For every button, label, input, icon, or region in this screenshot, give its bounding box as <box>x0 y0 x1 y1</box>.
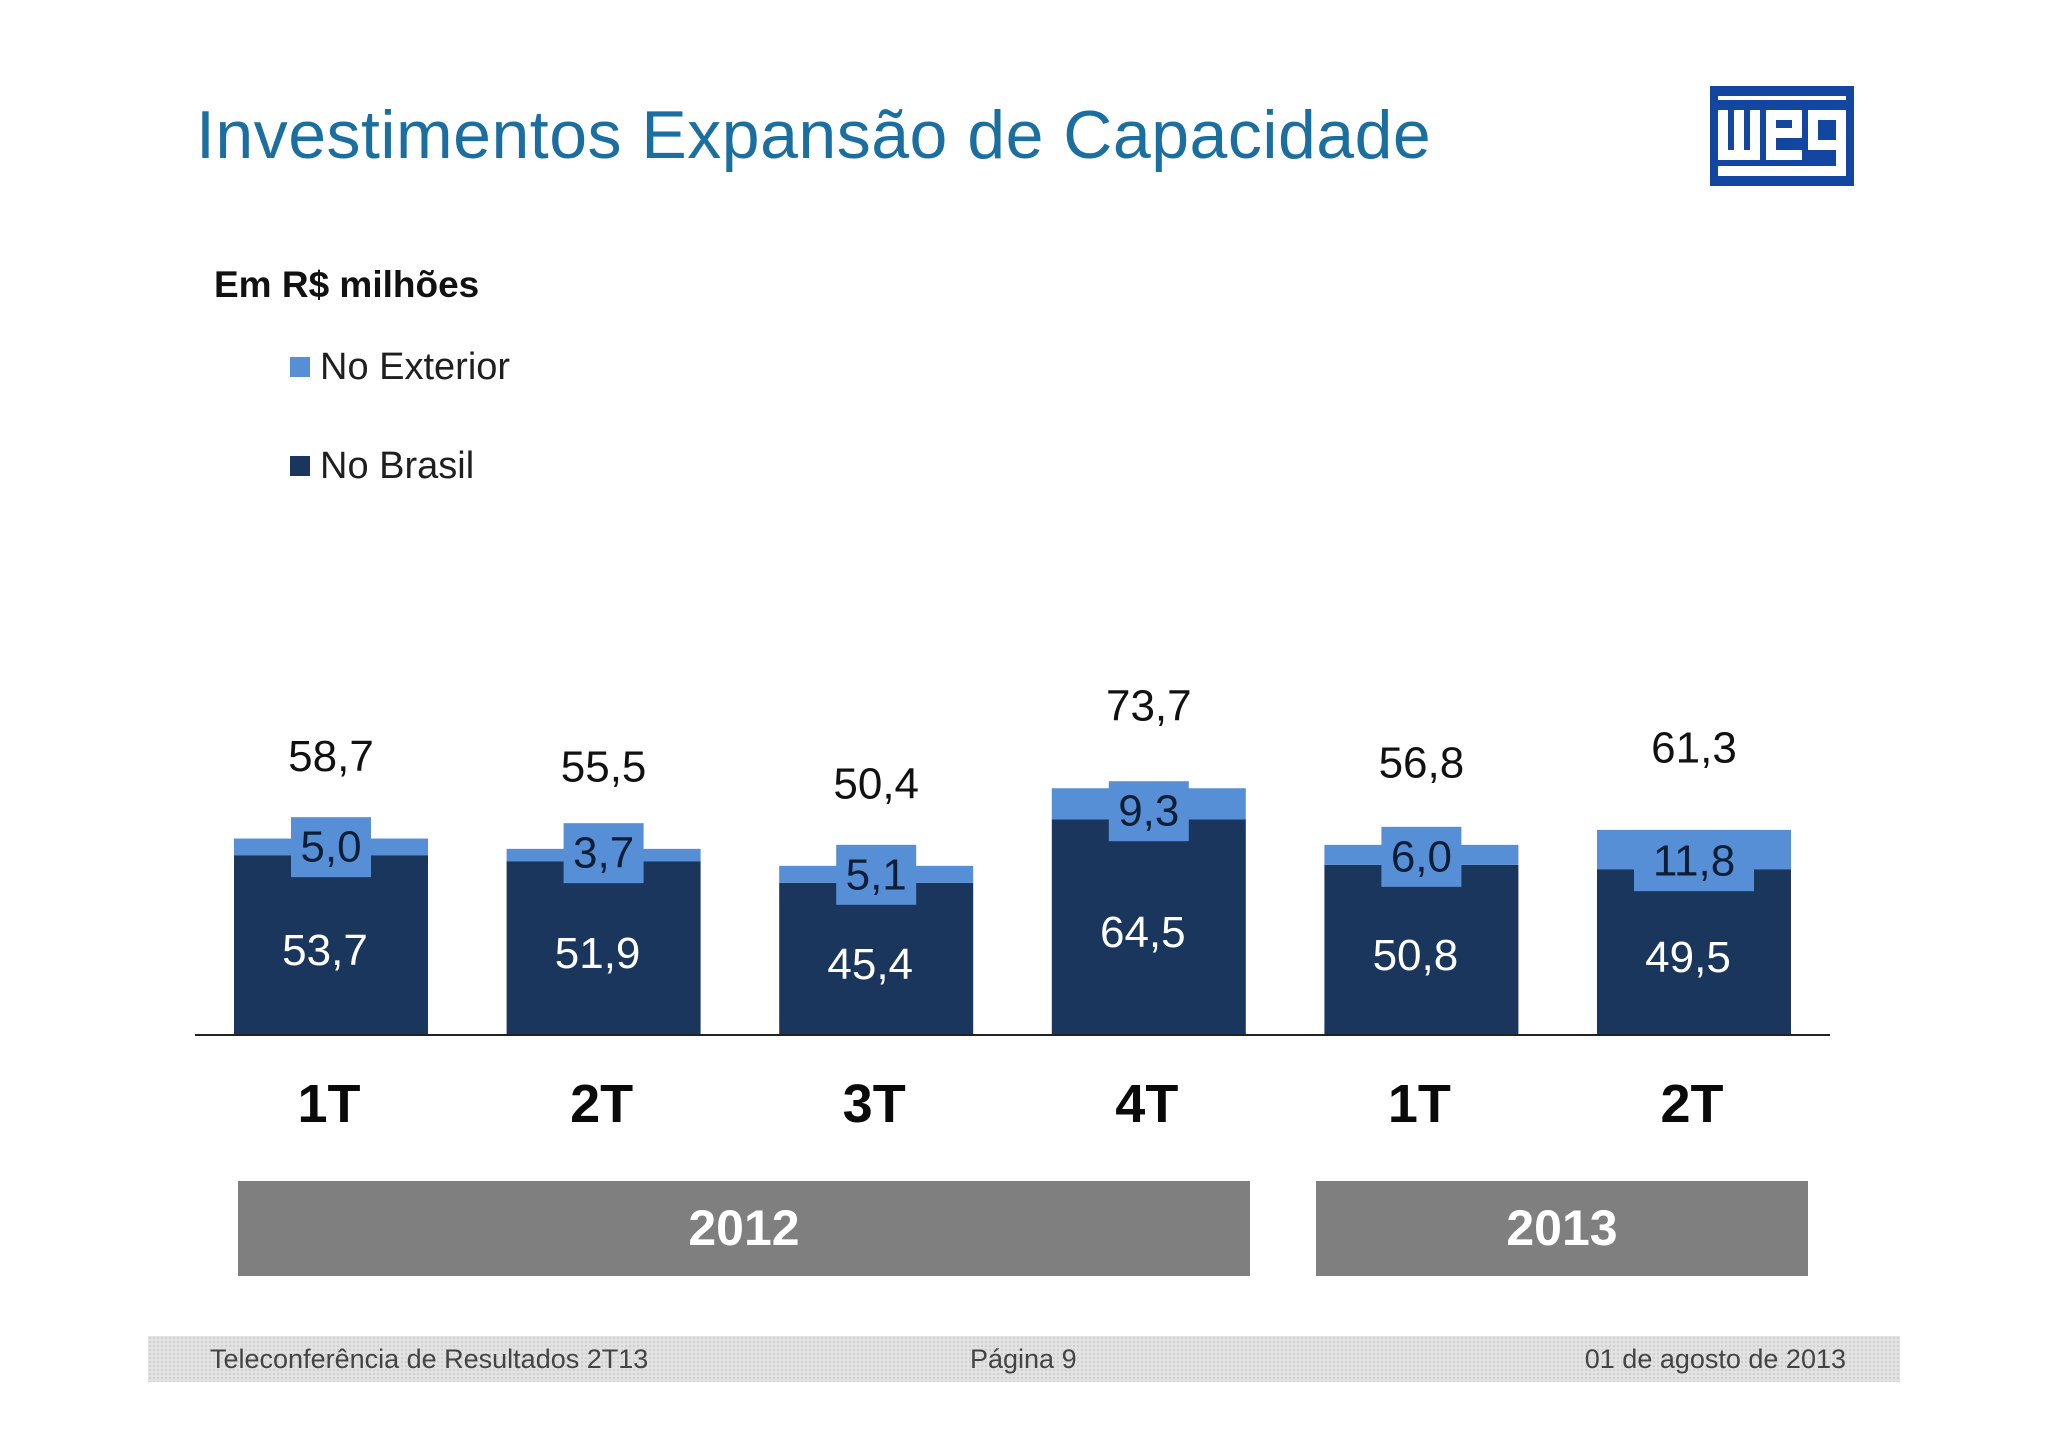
legend-item-no-brasil: No Brasil <box>290 444 475 487</box>
legend-label-no-brasil: No Brasil <box>320 444 475 487</box>
label-box-no-exterior <box>291 817 371 878</box>
label-box-no-exterior <box>1108 781 1189 842</box>
data-label-no-brasil: 50,8 <box>1373 931 1459 980</box>
x-tick-label: 2T <box>1660 1074 1723 1134</box>
data-label-no-brasil: 49,5 <box>1645 933 1731 982</box>
weg-logo <box>1710 86 1854 186</box>
legend-swatch-no-exterior <box>290 357 310 377</box>
total-label: 73,7 <box>1106 682 1192 731</box>
year-band <box>238 1181 1250 1276</box>
bar-no-brasil <box>1324 864 1519 1034</box>
data-label-no-exterior: 5,0 <box>300 823 361 872</box>
data-label-no-brasil: 64,5 <box>1100 908 1186 957</box>
label-box-no-exterior <box>563 823 644 884</box>
bar-no-brasil <box>1051 819 1246 1034</box>
label-box-no-exterior <box>836 844 917 905</box>
data-label-no-exterior: 3,7 <box>573 829 634 878</box>
label-box-no-exterior <box>1381 826 1462 887</box>
label-box-no-exterior <box>1634 831 1754 892</box>
year-band <box>1316 1181 1808 1276</box>
year-label: 2013 <box>1506 1200 1617 1256</box>
bar-no-brasil <box>234 855 428 1034</box>
total-label: 56,8 <box>1379 738 1465 787</box>
total-label: 61,3 <box>1651 723 1737 772</box>
data-label-no-exterior: 9,3 <box>1118 787 1179 836</box>
chart-subtitle: Em R$ milhões <box>214 264 480 305</box>
data-label-no-brasil: 45,4 <box>827 940 913 989</box>
legend-label-no-exterior: No Exterior <box>320 345 511 388</box>
footer-date: 01 de agosto de 2013 <box>1584 1344 1846 1374</box>
total-label: 55,5 <box>561 742 647 791</box>
data-label-no-exterior: 11,8 <box>1653 837 1735 886</box>
data-label-no-brasil: 53,7 <box>282 926 368 975</box>
x-tick-label: 3T <box>843 1074 906 1134</box>
total-label: 50,4 <box>833 759 919 808</box>
legend-swatch-no-brasil <box>290 456 310 476</box>
data-label-no-exterior: 6,0 <box>1391 832 1452 881</box>
bar-no-brasil <box>779 882 974 1034</box>
bar-no-brasil <box>506 861 701 1034</box>
legend-item-no-exterior: No Exterior <box>290 345 511 388</box>
footer-left-text: Teleconferência de Resultados 2T13 <box>210 1344 649 1374</box>
x-tick-label: 2T <box>570 1074 633 1134</box>
bar-no-brasil <box>1597 869 1791 1034</box>
data-label-no-exterior: 5,1 <box>846 850 907 899</box>
data-label-no-brasil: 51,9 <box>555 929 641 978</box>
x-tick-label: 1T <box>1388 1074 1451 1134</box>
total-label: 58,7 <box>288 732 374 781</box>
x-tick-label: 1T <box>297 1074 360 1134</box>
page-title: Investimentos Expansão de Capacidade <box>196 97 1432 173</box>
year-label: 2012 <box>688 1200 799 1256</box>
page-number: Página 9 <box>970 1344 1077 1374</box>
x-tick-label: 4T <box>1115 1074 1178 1134</box>
footer-bar: Teleconferência de Resultados 2T13 Págin… <box>148 1336 1900 1382</box>
